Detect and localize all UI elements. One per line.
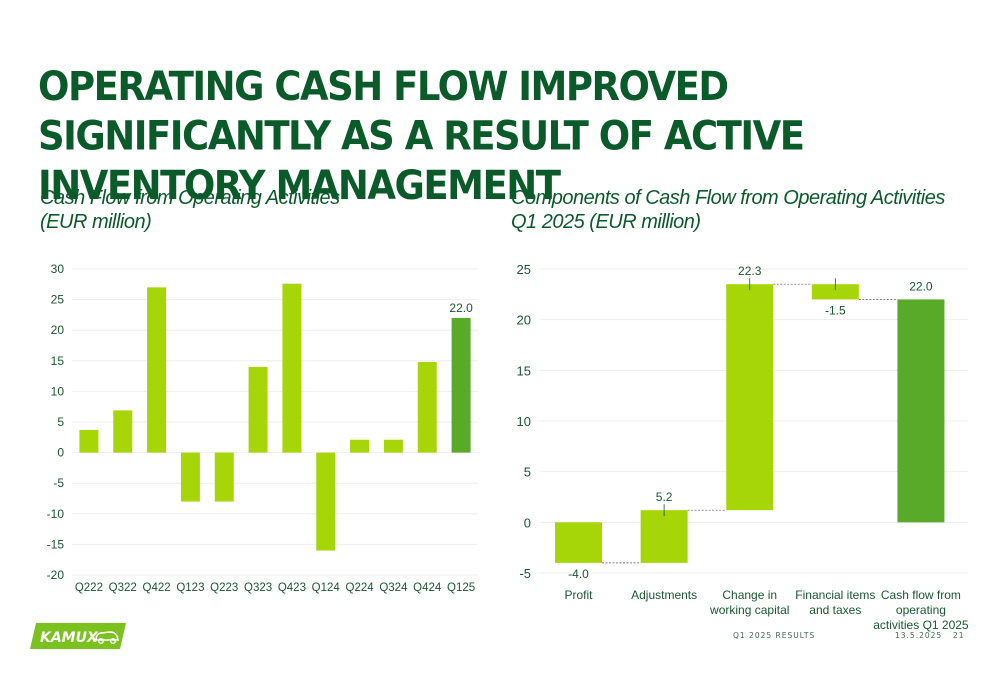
x-tick-label-line: activities Q1 2025: [873, 618, 969, 632]
x-tick-label-line: Adjustments: [631, 588, 697, 602]
x-tick-label: Change in working capital: [709, 588, 789, 617]
x-tick-label: Q224: [346, 582, 375, 594]
bar-q424: [417, 362, 437, 453]
x-tick-label-line: Change in: [722, 588, 777, 602]
bar-q125: [451, 317, 471, 453]
x-tick-label: Q322: [109, 582, 137, 594]
y-tick-label: -20: [47, 568, 65, 582]
x-tick-label: Cash flow from operating activities Q1 202…: [873, 588, 969, 632]
y-tick-label: 5: [57, 415, 64, 429]
data-label: 5.2: [656, 490, 673, 504]
kamux-logo: KAMUX: [30, 623, 126, 649]
y-tick-label: -15: [47, 537, 65, 551]
y-tick-label: 5: [524, 465, 531, 480]
bar-q324: [383, 439, 403, 453]
x-tick-label: Q423: [278, 582, 306, 594]
bar-q223: [214, 452, 234, 502]
y-tick-label: 25: [51, 293, 65, 307]
y-tick-label: 10: [517, 414, 531, 429]
footer-page-number: 21: [953, 631, 965, 640]
y-tick-label: -10: [47, 507, 65, 521]
x-tick-label: Q223: [210, 582, 238, 594]
left-chart-subtitle-line2: (EUR million): [40, 211, 152, 233]
waterfall-bar-5: [897, 299, 945, 523]
right-chart-subtitle-line1: Components of Cash Flow from Operating A…: [511, 187, 945, 209]
x-tick-label: Adjustments: [631, 588, 697, 602]
y-tick-label: 10: [51, 384, 65, 398]
bar-q322: [113, 410, 133, 453]
car-icon: [95, 631, 120, 645]
y-tick-label: 15: [51, 354, 65, 368]
y-tick-label: 30: [51, 262, 65, 276]
cash-flow-components-waterfall-chart: 25 20 15 10 5 0 -5 -4.0 Profit 5.2 Adjustments 22.3…: [517, 262, 969, 632]
x-tick-label: Q323: [244, 582, 272, 594]
left-chart-subtitle: Cash Flow from Operating Activities (EUR…: [40, 186, 420, 234]
data-label: 22.0: [449, 301, 473, 315]
bar-q323: [248, 366, 268, 453]
x-tick-label: Q424: [413, 582, 442, 594]
waterfall-bar-3: [726, 284, 774, 511]
y-tick-label: -5: [519, 566, 531, 581]
x-tick-label: Q125: [447, 582, 475, 594]
x-tick-label-line: Cash flow from: [881, 588, 961, 602]
waterfall-bar-2: [640, 510, 688, 563]
right-chart-subtitle-line2: Q1 2025 (EUR million): [511, 211, 701, 233]
y-tick-label: 15: [517, 363, 531, 378]
x-tick-label: Q123: [176, 582, 204, 594]
right-chart-subtitle: Components of Cash Flow from Operating A…: [511, 186, 951, 234]
bar-q224: [350, 439, 370, 453]
data-label: 22.3: [738, 264, 762, 278]
y-tick-label: 0: [57, 446, 64, 460]
x-tick-label-line: and taxes: [809, 603, 861, 617]
y-tick-label: 25: [517, 262, 531, 277]
data-label: -1.5: [825, 303, 846, 317]
bar-q123: [180, 452, 200, 502]
x-tick-label: Profit: [565, 588, 594, 602]
y-tick-label: 20: [51, 323, 65, 337]
x-tick-label-line: operating: [896, 603, 946, 617]
bar-q124: [316, 452, 336, 551]
footer-presentation-title: Q1 2025 RESULTS: [733, 631, 816, 640]
bar-q222: [79, 429, 99, 453]
bar-q423: [282, 283, 302, 453]
data-label: 22.0: [909, 279, 933, 293]
page-title: Operating cash flow improved significant…: [38, 63, 805, 209]
x-tick-label: Financial items and taxes: [795, 588, 875, 617]
quarterly-cash-flow-bar-chart: 30 25 20 15 10 5 0 -5 -10 -15 -20 Q222 Q322 Q422 Q123 Q…: [47, 262, 478, 594]
y-tick-label: 20: [517, 313, 531, 328]
data-label: -4.0: [568, 567, 589, 581]
x-tick-label: Q324: [379, 582, 408, 594]
logo-text: KAMUX: [40, 630, 99, 646]
footer-date: 13.5.2025: [895, 631, 943, 640]
x-tick-label-line: working capital: [709, 603, 789, 617]
bar-q422: [147, 287, 167, 453]
x-tick-label: Q222: [75, 582, 103, 594]
y-tick-label: 0: [524, 515, 531, 530]
left-chart-subtitle-line1: Cash Flow from Operating Activities: [40, 187, 340, 209]
x-tick-label-line: Financial items: [795, 588, 875, 602]
x-tick-label-line: Profit: [565, 588, 594, 602]
waterfall-bar-1: [555, 522, 603, 563]
waterfall-bar-4: [811, 284, 859, 300]
y-tick-label: -5: [53, 476, 64, 490]
x-tick-label: Q422: [143, 582, 171, 594]
x-tick-label: Q124: [312, 582, 341, 594]
